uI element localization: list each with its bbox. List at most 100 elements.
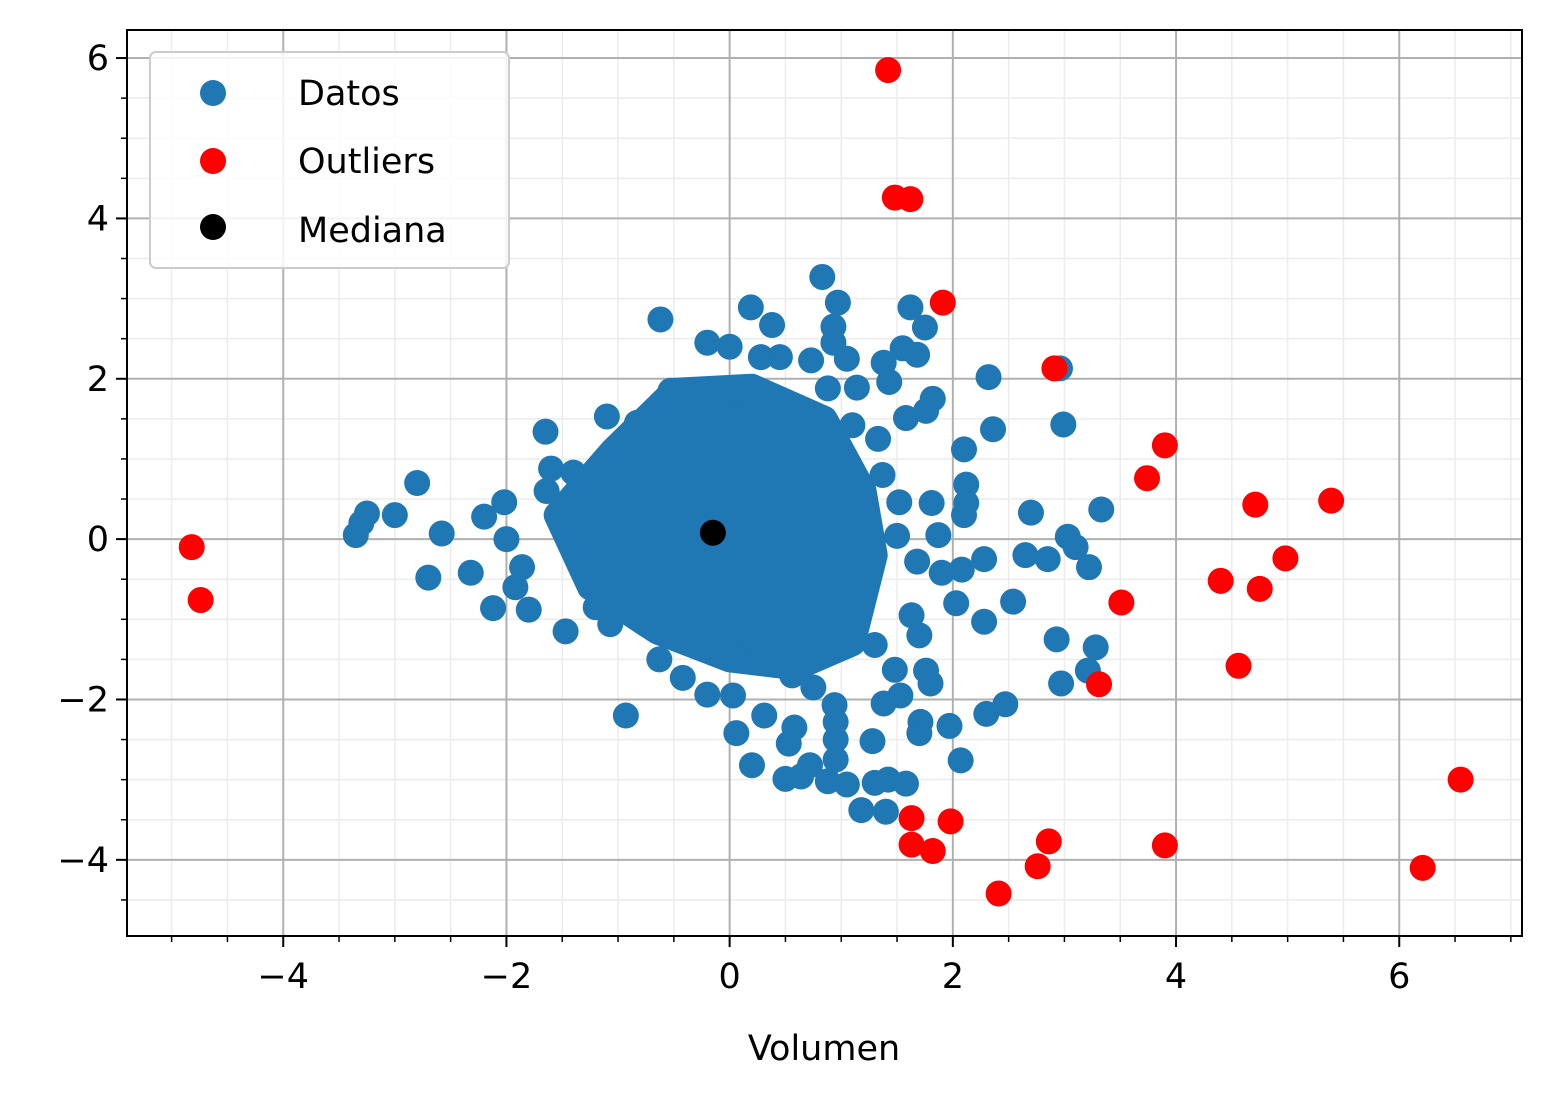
- datos-point: [953, 471, 980, 498]
- datos-point: [861, 631, 888, 658]
- datos-point: [415, 564, 442, 591]
- datos-point: [859, 728, 886, 755]
- datos-point: [597, 611, 624, 638]
- x-axis-label: Volumen: [748, 1029, 900, 1069]
- datos-point: [738, 752, 765, 779]
- datos-point: [809, 263, 836, 290]
- datos-point: [869, 461, 896, 488]
- datos-point: [480, 595, 507, 622]
- datos-point: [515, 596, 542, 623]
- datos-point: [766, 344, 793, 371]
- outlier-point: [1134, 465, 1161, 492]
- datos-point: [737, 294, 764, 321]
- datos-point: [821, 692, 848, 719]
- datos-point: [381, 502, 408, 529]
- datos-point: [779, 662, 806, 689]
- legend: Datos Outliers Mediana: [149, 51, 510, 269]
- datos-point: [552, 618, 579, 645]
- datos-point: [824, 289, 851, 316]
- x-tick-label: 4: [1165, 957, 1187, 997]
- outlier-point: [1409, 854, 1436, 881]
- datos-point: [657, 377, 684, 404]
- legend-box: [149, 51, 510, 269]
- datos-point: [865, 425, 892, 452]
- datos-point: [798, 347, 825, 374]
- datos-point: [348, 510, 375, 537]
- datos-point: [751, 702, 778, 729]
- outlier-point: [1108, 589, 1135, 616]
- datos-point: [892, 770, 919, 797]
- datos-point: [839, 412, 866, 439]
- outlier-point: [1318, 487, 1345, 514]
- datos-point: [971, 546, 998, 573]
- datos-point: [1048, 670, 1075, 697]
- datos-point: [947, 747, 974, 774]
- datos-point: [943, 590, 970, 617]
- datos-point: [881, 656, 908, 683]
- datos-point: [1012, 542, 1039, 569]
- datos-point: [911, 314, 938, 341]
- datos-point: [980, 416, 1007, 443]
- datos-point: [884, 522, 911, 549]
- datos-point: [892, 405, 919, 432]
- datos-point: [898, 602, 925, 629]
- datos-point: [646, 646, 673, 673]
- datos-point: [906, 622, 933, 649]
- outlier-point: [1035, 828, 1062, 855]
- datos-point: [948, 556, 975, 583]
- x-tick-label: 2: [942, 957, 964, 997]
- outlier-point: [1272, 545, 1299, 572]
- datos-point: [1050, 411, 1077, 438]
- datos-point: [723, 720, 750, 747]
- outlier-point: [937, 808, 964, 835]
- datos-point: [822, 726, 849, 753]
- outlier-point: [1447, 766, 1474, 793]
- outlier-point: [1041, 355, 1068, 382]
- outlier-point: [1024, 853, 1051, 880]
- datos-point: [814, 375, 841, 402]
- datos-point: [428, 520, 455, 547]
- datos-point: [876, 368, 903, 395]
- outlier-point: [1086, 671, 1113, 698]
- outlier-point: [1246, 575, 1273, 602]
- datos-point: [872, 798, 899, 825]
- datos-point: [971, 608, 998, 635]
- series-mediana: [699, 519, 726, 546]
- datos-point: [647, 306, 674, 333]
- datos-point: [716, 333, 743, 360]
- outlier-point: [178, 534, 205, 561]
- datos-point: [538, 455, 565, 482]
- datos-point: [612, 702, 639, 729]
- datos-point: [973, 700, 1000, 727]
- datos-point: [532, 418, 559, 445]
- datos-point: [759, 312, 786, 339]
- datos-point: [624, 409, 651, 436]
- outlier-point: [919, 838, 946, 865]
- datos-point: [843, 374, 870, 401]
- datos-point: [533, 478, 560, 505]
- datos-point: [747, 344, 774, 371]
- y-tick-label: −2: [57, 680, 109, 720]
- datos-point: [904, 341, 931, 368]
- datos-point: [904, 548, 931, 575]
- datos-point: [1000, 588, 1027, 615]
- datos-point: [719, 682, 746, 709]
- datos-point: [1088, 496, 1115, 523]
- outlier-point: [1207, 567, 1234, 594]
- datos-point: [918, 490, 945, 517]
- x-tick-label: 0: [718, 957, 740, 997]
- datos-point: [913, 397, 940, 424]
- datos-point: [951, 436, 977, 463]
- datos-point: [457, 559, 484, 586]
- datos-point: [897, 294, 924, 321]
- datos-point: [800, 674, 827, 701]
- datos-point: [925, 522, 952, 549]
- outlier-point: [1151, 432, 1178, 459]
- datos-point: [1043, 626, 1070, 653]
- datos-point: [906, 720, 933, 747]
- outlier-point: [187, 587, 214, 614]
- datos-point: [772, 765, 799, 792]
- datos-point: [1082, 634, 1109, 661]
- y-tick-label: −4: [57, 841, 109, 881]
